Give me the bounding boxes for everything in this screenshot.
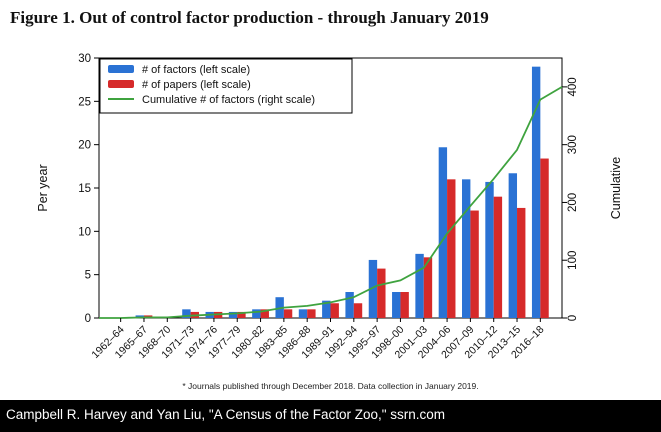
legend-label: # of factors (left scale)	[142, 64, 250, 76]
of-factors-bar	[508, 173, 518, 318]
y2-tick-label: 100	[567, 251, 579, 270]
of-papers-bar	[283, 309, 293, 318]
legend-label: # of papers (left scale)	[142, 79, 251, 91]
of-papers-bar	[353, 303, 363, 318]
of-factors-bar	[531, 66, 541, 319]
y2-tick-label: 300	[567, 135, 579, 154]
y-tick-label: 25	[78, 96, 91, 108]
y-tick-label: 0	[85, 313, 91, 325]
figure-panel: Figure 1. Out of control factor producti…	[0, 0, 661, 400]
of-papers-bar	[540, 158, 549, 318]
legend-box	[99, 58, 353, 114]
of-factors-bar	[322, 300, 331, 318]
y-tick-label: 15	[78, 183, 91, 195]
figure-title: Figure 1. Out of control factor producti…	[10, 8, 489, 27]
of-papers-bar	[400, 292, 409, 318]
y-tick-label: 20	[78, 140, 91, 152]
y-tick-label: 30	[78, 53, 91, 65]
y-axis-label: Per year	[36, 164, 50, 211]
of-papers-bar	[423, 257, 433, 318]
legend-swatch-of-factors	[108, 65, 134, 73]
of-factors-bar	[392, 292, 401, 318]
y-tick-label: 10	[78, 226, 91, 238]
of-papers-bar	[447, 179, 456, 318]
cumulative-factors-line	[99, 86, 563, 319]
y2-tick-label: 0	[567, 315, 579, 321]
of-factors-bar	[298, 309, 308, 318]
of-papers-bar	[237, 311, 246, 318]
legend-label: Cumulative # of factors (right scale)	[142, 94, 315, 106]
footnote: * Journals published through December 20…	[182, 381, 479, 391]
of-papers-bar	[377, 268, 386, 318]
of-factors-bar	[182, 309, 191, 318]
of-factors-bar	[252, 309, 261, 318]
of-factors-bar	[462, 179, 471, 318]
of-papers-bar	[260, 309, 269, 318]
of-factors-bar	[415, 253, 424, 318]
source-caption: Campbell R. Harvey and Yan Liu, "A Censu…	[6, 407, 446, 422]
y-tick-label: 5	[85, 270, 91, 282]
of-factors-bar	[228, 311, 238, 318]
of-factors-bar	[368, 259, 378, 318]
of-factors-bar	[485, 181, 494, 318]
y2-axis-label: Cumulative	[609, 157, 623, 220]
of-factors-bar	[345, 292, 354, 318]
of-factors-bar	[438, 147, 448, 318]
y2-tick-label: 200	[567, 193, 579, 212]
of-papers-bar	[470, 210, 479, 318]
of-papers-bar	[517, 207, 526, 318]
y2-tick-label: 400	[567, 77, 579, 96]
of-papers-bar	[307, 309, 316, 318]
of-papers-bar	[330, 303, 339, 318]
legend-swatch-of-papers	[108, 80, 134, 88]
of-papers-bar	[493, 196, 503, 318]
